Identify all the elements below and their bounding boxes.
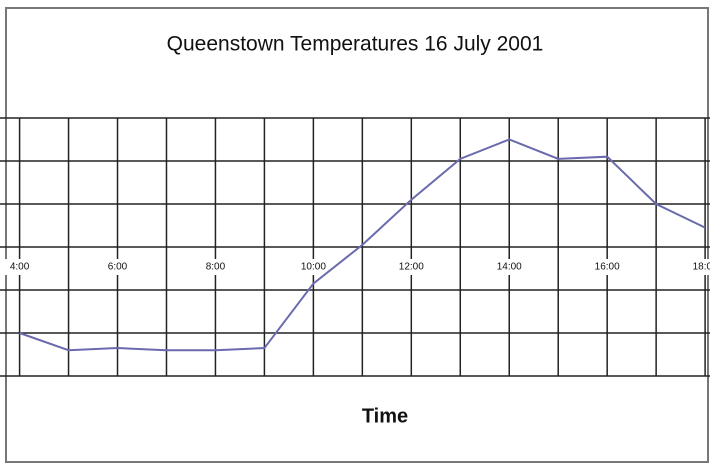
chart-frame	[5, 7, 709, 463]
tick-label-bg	[295, 259, 332, 275]
tick-label-bg	[1, 259, 38, 275]
tick-label-bg	[197, 259, 234, 275]
x-tick-label: 4:00	[10, 262, 30, 273]
tick-label-bg	[393, 259, 430, 275]
tick-label-bg	[687, 259, 710, 275]
x-tick-label: 6:00	[108, 262, 128, 273]
x-tick-label: 18:00	[693, 262, 710, 273]
x-tick-label: 8:00	[206, 262, 226, 273]
chart-title: Queenstown Temperatures 16 July 2001	[167, 33, 544, 56]
tick-label-bg	[99, 259, 136, 275]
x-tick-label: 10:00	[301, 262, 326, 273]
x-tick-label: 14:00	[497, 262, 522, 273]
data-line	[19, 138, 706, 352]
x-tick-label: 16:00	[595, 262, 620, 273]
tick-label-bg	[589, 259, 626, 275]
x-axis-label: Time	[362, 405, 408, 427]
x-tick-label: 12:00	[399, 262, 424, 273]
tick-label-bg	[491, 259, 528, 275]
